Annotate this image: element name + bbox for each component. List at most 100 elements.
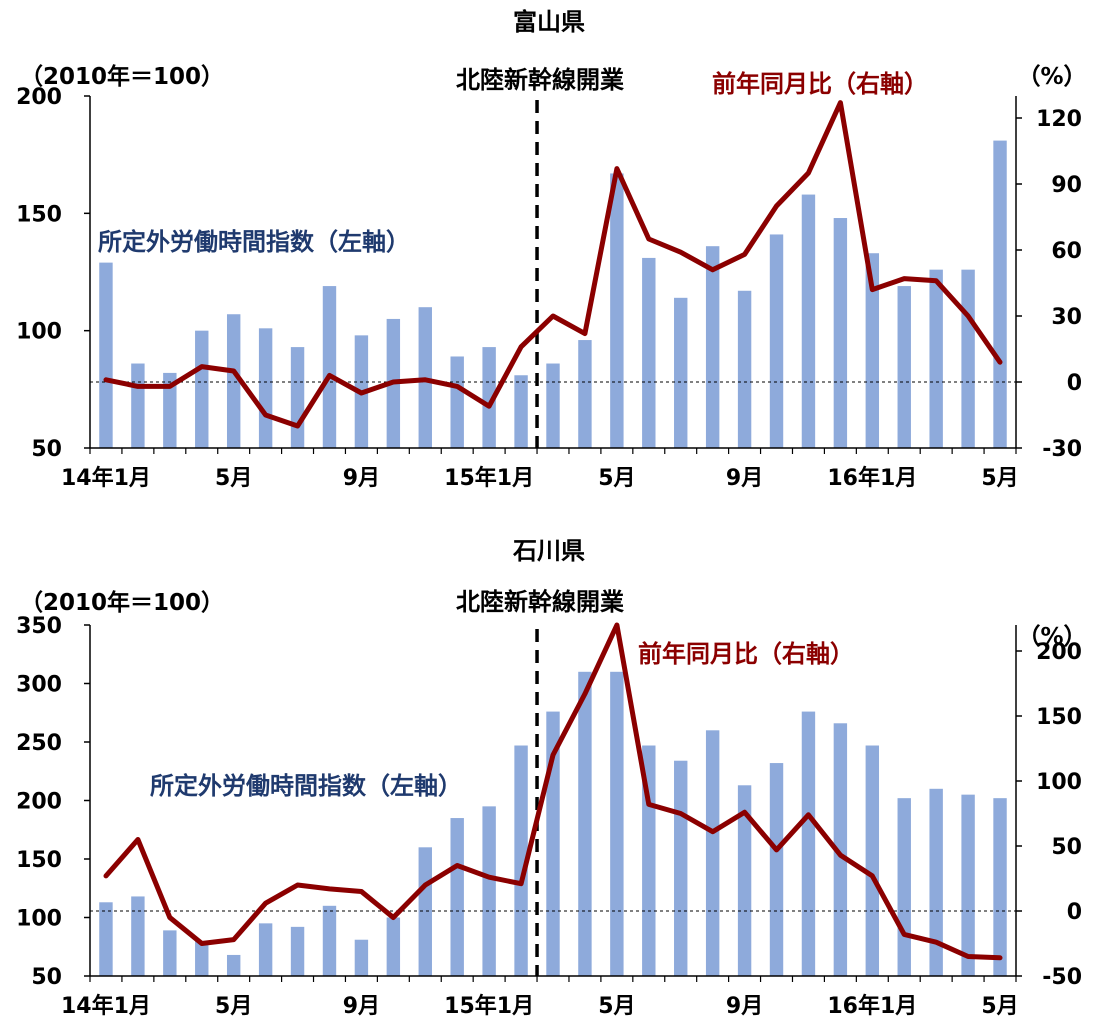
bar bbox=[705, 730, 720, 976]
right-tick-label: 150 bbox=[1036, 705, 1082, 730]
bar bbox=[290, 926, 305, 976]
right-tick-label: -50 bbox=[1042, 965, 1082, 990]
event-annotation-label: 北陸新幹線開業 bbox=[456, 588, 624, 616]
bar bbox=[578, 671, 592, 976]
bar bbox=[801, 711, 816, 976]
bar bbox=[131, 363, 145, 448]
x-tick-label: 14年1月 bbox=[61, 465, 151, 491]
bar bbox=[610, 671, 624, 976]
bar bbox=[610, 173, 624, 448]
bar bbox=[801, 194, 816, 448]
right-tick-label: 200 bbox=[1036, 640, 1082, 665]
bar bbox=[290, 347, 305, 448]
bar bbox=[674, 760, 688, 976]
left-axis-unit-label: （2010年＝100） bbox=[20, 63, 224, 90]
bar bbox=[993, 140, 1007, 448]
bar bbox=[737, 290, 752, 448]
bar bbox=[99, 902, 113, 976]
x-tick-label: 5月 bbox=[981, 994, 1018, 1019]
bar bbox=[642, 257, 656, 448]
right-tick-label: 30 bbox=[1051, 305, 1082, 330]
bar bbox=[418, 847, 432, 976]
line-series-annotation: 前年同月比（右軸） bbox=[638, 640, 854, 668]
bar bbox=[769, 234, 784, 448]
bar bbox=[578, 340, 592, 448]
line-series-annotation: 前年同月比（右軸） bbox=[712, 70, 928, 98]
x-tick-label: 9月 bbox=[343, 466, 380, 491]
left-tick-label: 200 bbox=[16, 85, 62, 110]
axes-group: 50 100 150 200 -30 0 30 60 90 120 14年1月 5月 9月 15年1月 5月… bbox=[16, 85, 1082, 491]
bar bbox=[163, 372, 177, 448]
right-tick-label: 0 bbox=[1067, 900, 1082, 925]
left-tick-label: 350 bbox=[16, 614, 62, 639]
bar bbox=[897, 798, 911, 976]
bar bbox=[226, 954, 241, 976]
bar bbox=[322, 286, 337, 448]
reference-line-group bbox=[90, 629, 1016, 976]
bar-series-group bbox=[99, 671, 1007, 976]
x-tick-label: 16年1月 bbox=[827, 993, 917, 1019]
left-tick-label: 50 bbox=[31, 965, 62, 990]
x-tick-label: 16年1月 bbox=[827, 465, 917, 491]
bar bbox=[769, 763, 784, 976]
right-tick-label: -30 bbox=[1042, 437, 1082, 462]
x-tick-label: 15年1月 bbox=[444, 465, 534, 491]
bar bbox=[674, 297, 688, 448]
reference-line-group bbox=[90, 100, 1016, 448]
left-tick-label: 50 bbox=[31, 437, 62, 462]
x-tick-label: 5月 bbox=[598, 994, 635, 1019]
x-tick-label: 5月 bbox=[215, 994, 252, 1019]
x-tick-label: 9月 bbox=[726, 466, 763, 491]
bar bbox=[961, 794, 975, 976]
x-tick-label: 5月 bbox=[215, 466, 252, 491]
x-tick-label: 9月 bbox=[343, 994, 380, 1019]
bar bbox=[514, 375, 528, 448]
event-annotation-label: 北陸新幹線開業 bbox=[456, 66, 624, 94]
right-tick-label: 60 bbox=[1051, 239, 1082, 264]
right-tick-label: 0 bbox=[1067, 371, 1082, 396]
bar-series-annotation: 所定外労働時間指数（左軸） bbox=[98, 228, 410, 256]
bar bbox=[163, 930, 177, 976]
right-tick-label: 50 bbox=[1051, 835, 1082, 860]
line-series-group bbox=[103, 622, 1003, 961]
x-tick-label: 5月 bbox=[981, 466, 1018, 491]
bar bbox=[258, 328, 273, 448]
bar bbox=[993, 798, 1007, 976]
bar bbox=[705, 246, 720, 448]
right-tick-label: 120 bbox=[1036, 107, 1082, 132]
bar bbox=[195, 940, 209, 976]
bar bbox=[865, 253, 880, 448]
bar bbox=[386, 917, 401, 976]
right-axis-unit-label: （%） bbox=[1017, 63, 1086, 90]
bar bbox=[99, 262, 113, 448]
bar bbox=[897, 286, 911, 448]
bar bbox=[226, 314, 241, 448]
chart-panel-toyama: 富山県 （2010年＝100） （%） 北陸新幹線開業 所定外労働時間指数（左軸… bbox=[16, 8, 1086, 491]
left-tick-label: 100 bbox=[16, 320, 62, 345]
chart-title: 富山県 bbox=[513, 8, 585, 36]
bar bbox=[322, 905, 337, 976]
axes-group: 50 100 150 200 250 300 350 -50 0 50 100 150 200 14年1月… bbox=[16, 614, 1082, 1019]
right-tick-label: 100 bbox=[1036, 770, 1082, 795]
left-tick-label: 300 bbox=[16, 673, 62, 698]
bar bbox=[546, 363, 560, 448]
bar bbox=[929, 269, 943, 448]
left-tick-label: 250 bbox=[16, 731, 62, 756]
bar bbox=[929, 788, 943, 976]
bar bbox=[131, 896, 145, 976]
chart-panel-ishikawa: 石川県 （2010年＝100） （%） 北陸新幹線開業 所定外労働時間指数（左軸… bbox=[16, 537, 1086, 1019]
bar bbox=[833, 218, 848, 448]
x-tick-label: 9月 bbox=[726, 994, 763, 1019]
bar bbox=[354, 939, 369, 976]
line-series-group bbox=[103, 100, 1003, 429]
bar bbox=[482, 806, 496, 976]
left-tick-label: 100 bbox=[16, 907, 62, 932]
bar bbox=[482, 347, 496, 448]
bar bbox=[514, 745, 528, 976]
x-tick-label: 5月 bbox=[598, 466, 635, 491]
bar bbox=[833, 723, 848, 976]
left-tick-label: 150 bbox=[16, 848, 62, 873]
bar-series-annotation: 所定外労働時間指数（左軸） bbox=[150, 772, 462, 800]
left-tick-label: 200 bbox=[16, 790, 62, 815]
